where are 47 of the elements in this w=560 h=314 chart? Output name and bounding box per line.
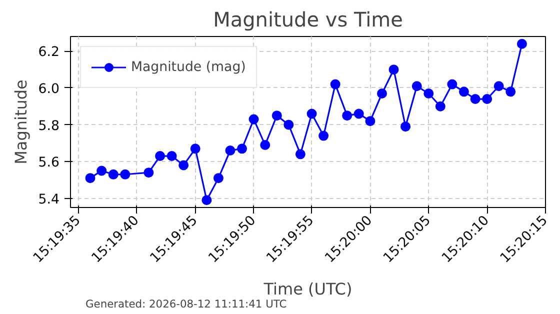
point bbox=[108, 169, 118, 180]
point bbox=[376, 88, 387, 98]
y-axis-title: Magnitude bbox=[11, 80, 30, 164]
point bbox=[400, 122, 411, 132]
point bbox=[213, 173, 224, 184]
point bbox=[237, 144, 248, 154]
point bbox=[295, 149, 306, 160]
text: Generated: 2026-08-12 11:11:41 UTC bbox=[86, 298, 287, 310]
point bbox=[506, 86, 516, 97]
point bbox=[178, 160, 189, 170]
point bbox=[458, 86, 469, 97]
point bbox=[424, 88, 434, 98]
point bbox=[260, 140, 270, 150]
point bbox=[447, 79, 458, 90]
point bbox=[85, 173, 96, 184]
point bbox=[354, 108, 364, 119]
y-tick-label: 5.6 bbox=[38, 156, 60, 171]
point bbox=[494, 81, 504, 92]
point bbox=[272, 110, 282, 121]
point bbox=[306, 108, 317, 119]
point bbox=[202, 195, 212, 206]
point bbox=[284, 120, 294, 130]
point bbox=[342, 110, 352, 121]
legend-label: Magnitude (mag) bbox=[131, 60, 246, 74]
y-tick-label: 6.0 bbox=[38, 82, 60, 97]
point bbox=[482, 94, 492, 104]
point bbox=[155, 151, 166, 162]
point bbox=[120, 169, 130, 180]
point bbox=[190, 144, 200, 154]
y-tick-label: 6.2 bbox=[38, 45, 60, 60]
point bbox=[248, 114, 259, 124]
point bbox=[225, 146, 236, 156]
point bbox=[330, 79, 340, 90]
point bbox=[96, 166, 107, 176]
point bbox=[166, 151, 177, 162]
point bbox=[435, 101, 446, 112]
chart-title: Magnitude vs Time bbox=[213, 8, 403, 32]
y-tick-label: 5.8 bbox=[38, 118, 60, 134]
x-axis-title: Time (UTC) bbox=[262, 279, 352, 298]
point bbox=[470, 94, 480, 104]
point bbox=[412, 81, 422, 92]
point bbox=[388, 64, 399, 75]
point bbox=[318, 130, 329, 141]
point bbox=[365, 116, 376, 126]
point bbox=[144, 168, 154, 178]
y-tick-label: 5.4 bbox=[38, 192, 60, 208]
point bbox=[516, 38, 527, 49]
